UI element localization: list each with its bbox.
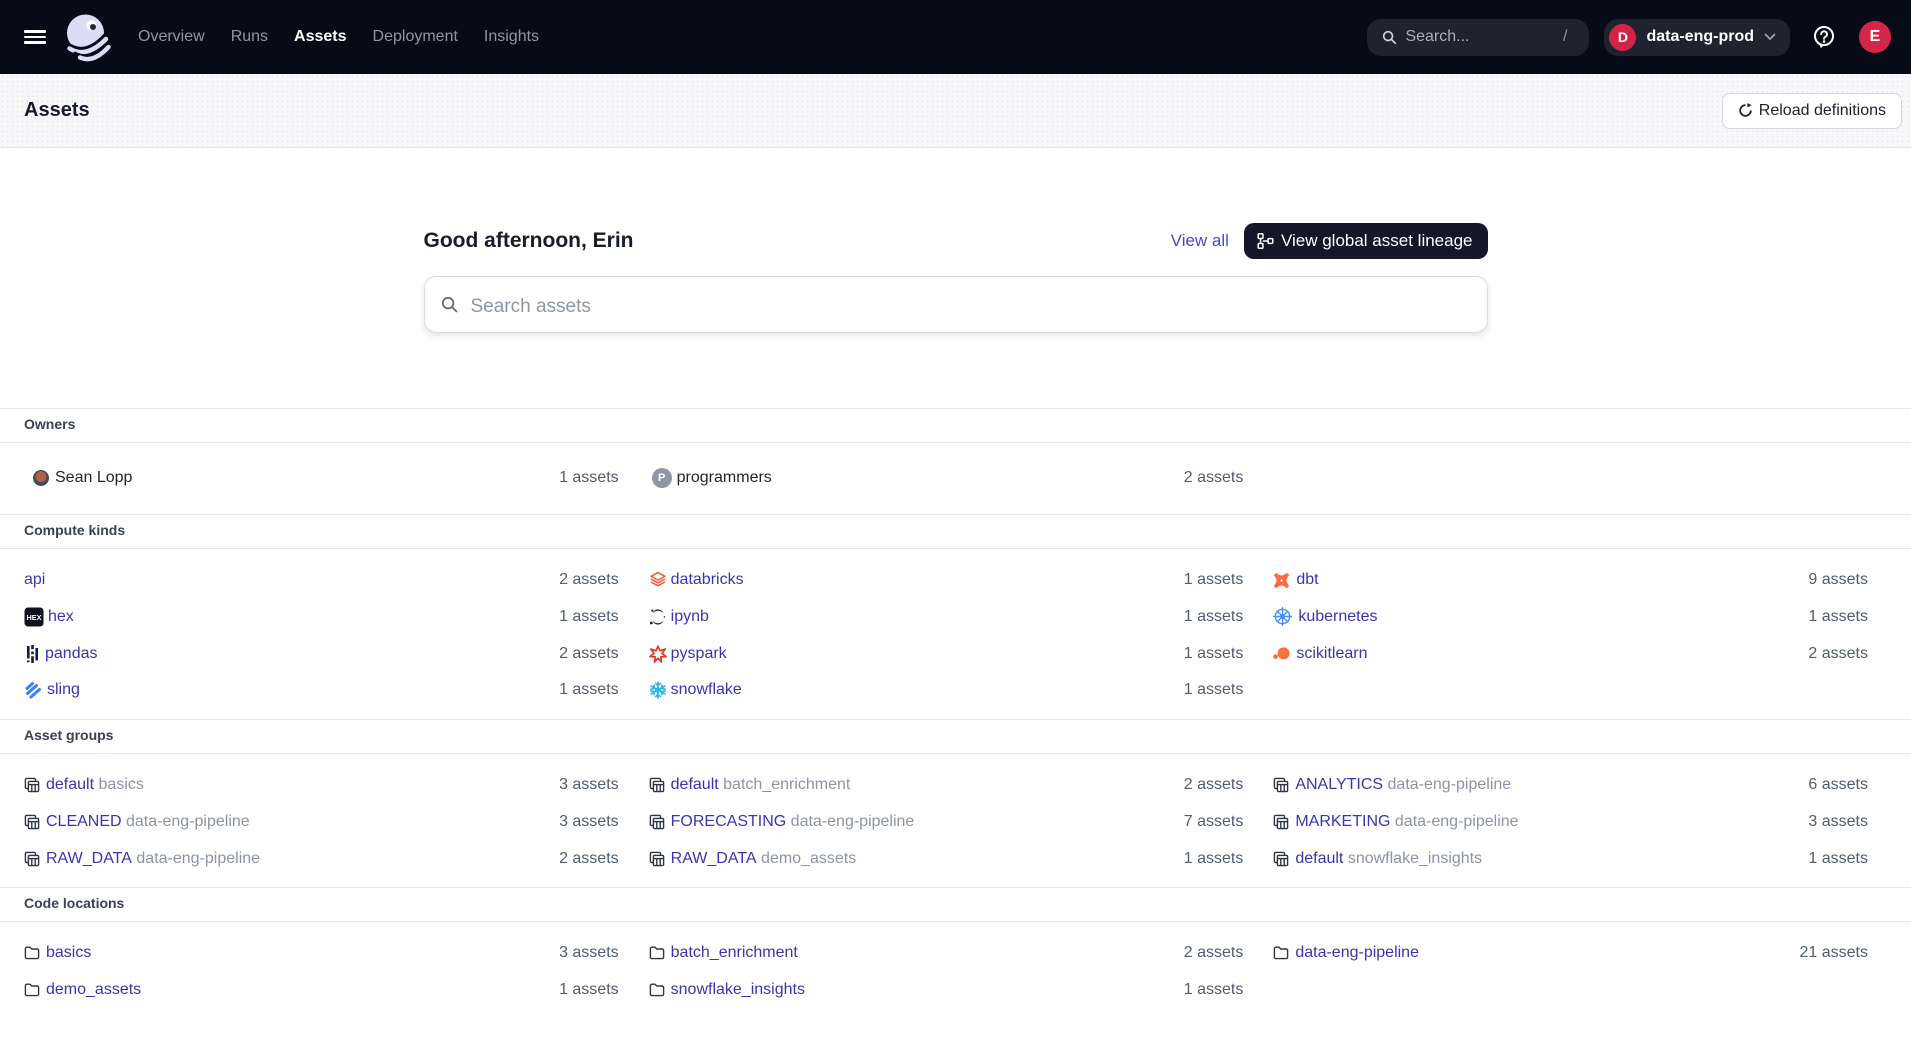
- svg-text:HEX: HEX: [26, 613, 41, 622]
